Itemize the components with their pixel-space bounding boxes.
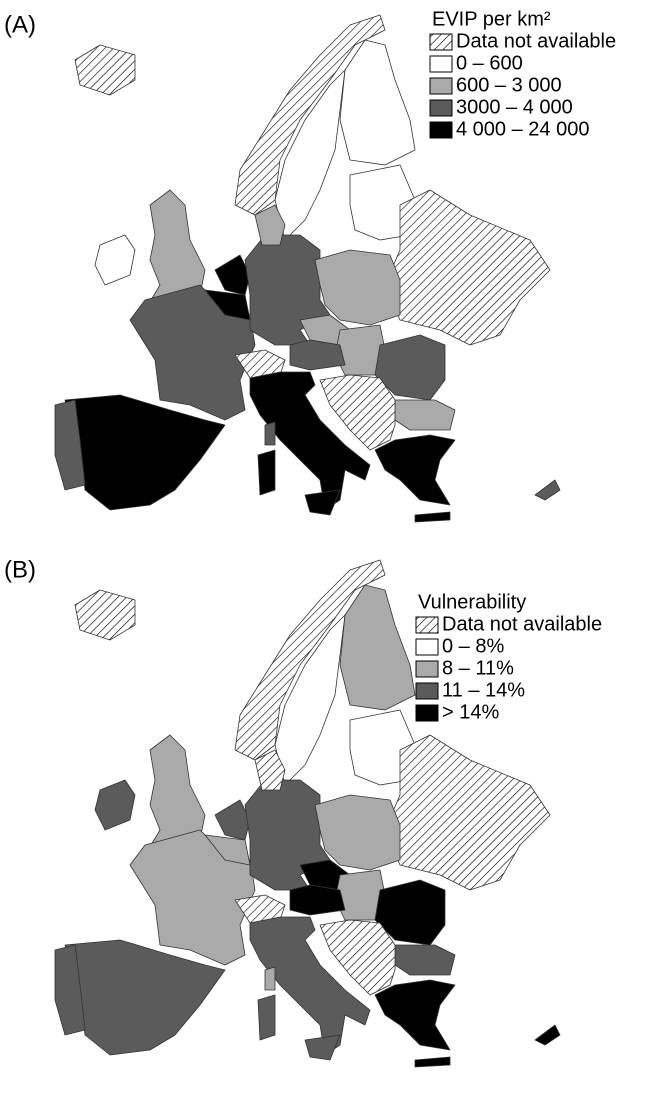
panel-label: (B) (4, 556, 36, 583)
country (258, 995, 275, 1040)
country (258, 450, 275, 495)
legend-title: Vulnerability (418, 591, 526, 613)
legend-swatch (430, 122, 452, 138)
country (265, 422, 275, 445)
legend-swatch (416, 639, 438, 655)
legend-title: EVIP per km² (432, 8, 551, 30)
legend-item: Data not available (456, 30, 616, 52)
legend-item: 3000 – 4 000 (456, 96, 573, 118)
legend-swatch (416, 617, 438, 633)
panel-label: (A) (4, 11, 36, 38)
legend-item: 8 – 11% (442, 657, 514, 679)
legend-item: Data not available (442, 613, 602, 635)
legend-item: 4 000 – 24 000 (456, 118, 589, 140)
legend-swatch (430, 34, 452, 50)
legend-swatch (430, 78, 452, 94)
legend-item: > 14% (442, 701, 499, 723)
legend-swatch (430, 100, 452, 116)
legend-swatch (416, 705, 438, 721)
legend-swatch (416, 683, 438, 699)
legend-item: 11 – 14% (442, 679, 525, 701)
legend-swatch (416, 661, 438, 677)
country (290, 340, 345, 370)
country (265, 967, 275, 990)
legend-swatch (430, 56, 452, 72)
legend-item: 0 – 600 (456, 52, 523, 74)
legend-item: 0 – 8% (442, 635, 504, 657)
figure: (A)EVIP per km²Data not available0 – 600… (0, 0, 667, 1097)
legend-item: 600 – 3 000 (456, 74, 562, 96)
country (290, 885, 345, 915)
